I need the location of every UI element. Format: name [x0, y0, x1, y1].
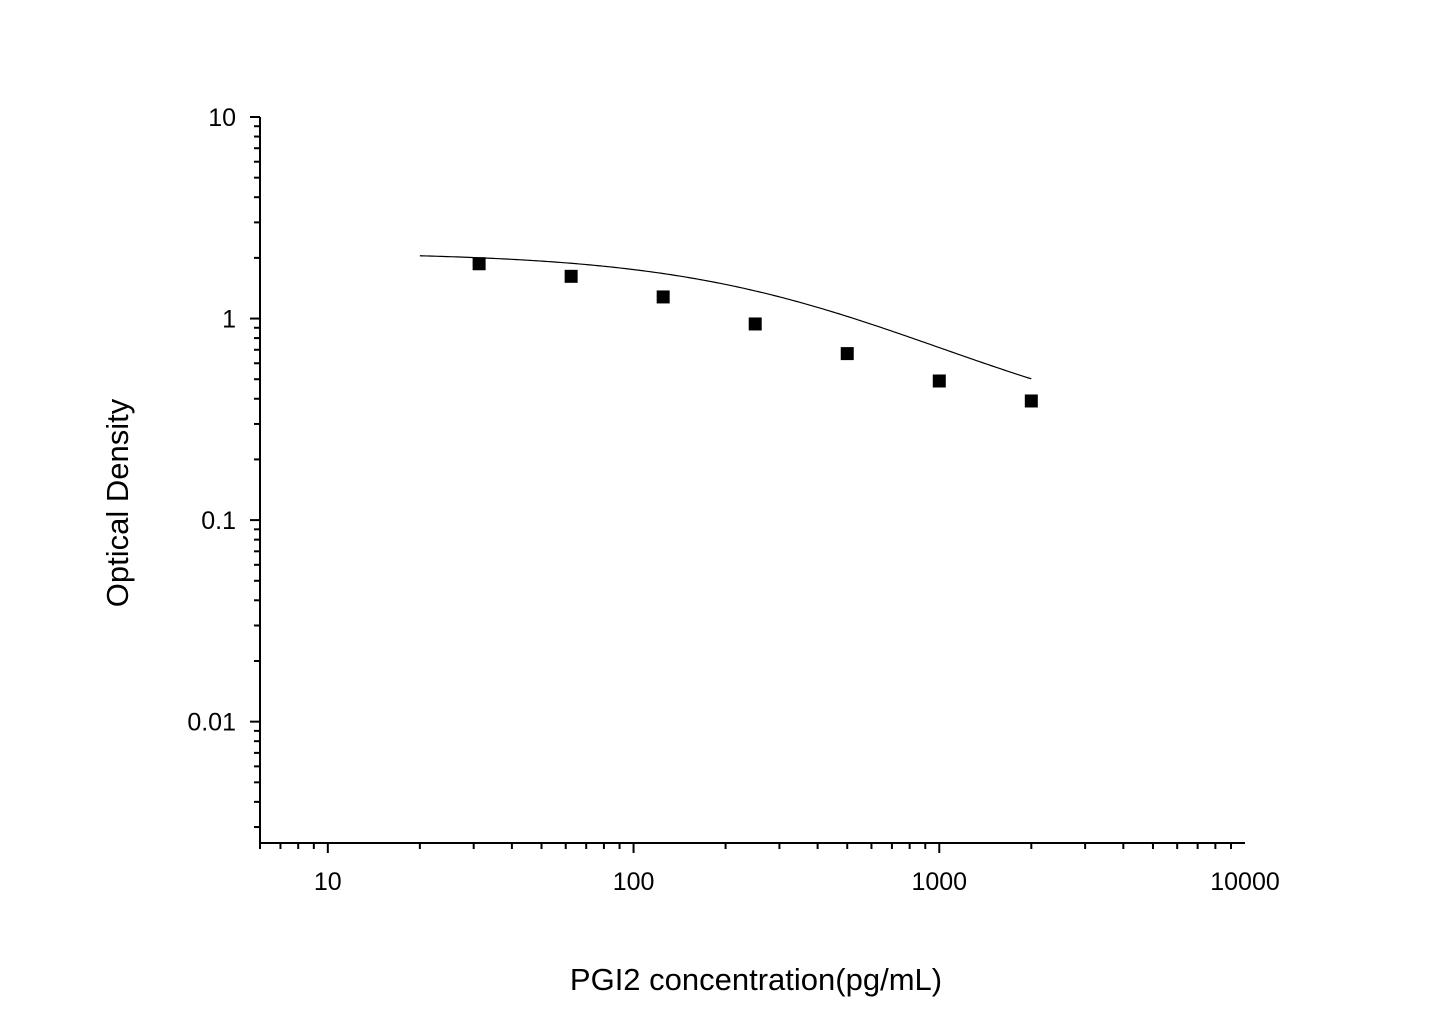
y-tick-label: 0.01	[187, 709, 236, 737]
x-tick-label: 100	[613, 868, 655, 896]
x-tick-label: 1000	[911, 868, 967, 896]
fit-curve	[419, 255, 1032, 380]
data-point	[564, 269, 578, 283]
data-point	[748, 317, 762, 331]
data-point	[656, 290, 670, 304]
x-tick-label: 10	[314, 868, 342, 896]
x-tick-label: 10000	[1210, 868, 1280, 896]
x-axis-title: PGI2 concentration(pg/mL)	[570, 962, 942, 997]
markers	[472, 257, 1038, 408]
ticks	[250, 116, 1233, 853]
data-point	[472, 257, 486, 271]
y-tick-label: 0.1	[201, 507, 236, 535]
axes	[259, 117, 1245, 844]
tick-labels: 10 100 1000 10000 10 1 0.1 0.01	[187, 104, 1279, 896]
data-point	[840, 347, 854, 361]
y-tick-label: 10	[208, 104, 236, 132]
y-axis-title: Optical Density	[100, 398, 135, 607]
data-point	[1024, 394, 1038, 408]
y-tick-label: 1	[222, 306, 236, 334]
data-point	[932, 374, 946, 388]
